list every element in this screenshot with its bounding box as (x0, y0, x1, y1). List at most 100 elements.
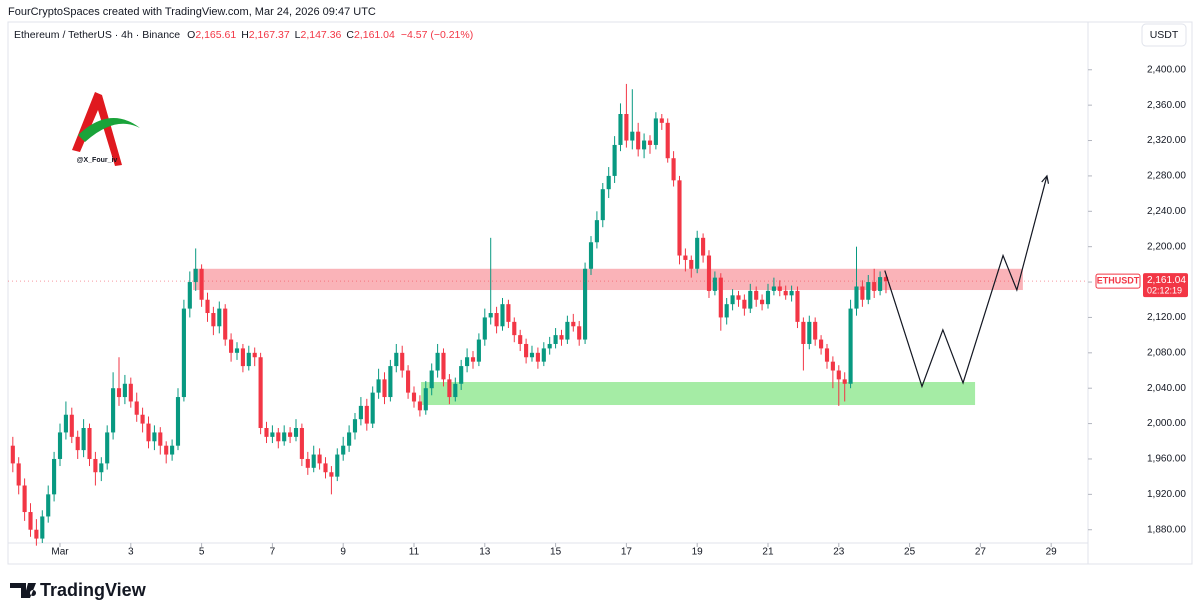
candle-body (46, 494, 51, 517)
chart-frame (7, 21, 1193, 565)
candle-body (134, 401, 139, 415)
candle-body (323, 463, 328, 473)
logo-swoosh (78, 118, 140, 142)
candle-body (234, 348, 240, 353)
y-tick-label: 2,080.00 (1147, 347, 1186, 358)
candle-body (57, 432, 63, 459)
candle-body (553, 335, 558, 344)
candle-body (724, 304, 729, 318)
candle-body (659, 118, 664, 123)
ohlc-legend: Ethereum / TetherUS · 4h · Binance O2,165… (14, 29, 473, 41)
candle-body (52, 458, 57, 495)
legend-key: H (241, 29, 249, 41)
tv-icon (10, 583, 37, 598)
y-tick-label: 2,360.00 (1147, 100, 1186, 111)
candle-body (199, 268, 204, 300)
candle-body (612, 144, 617, 176)
candle-body (116, 388, 122, 398)
candle-body (276, 432, 281, 442)
legend-key: O (187, 29, 195, 41)
x-tick-label: Mar (51, 547, 69, 558)
candle-body (571, 321, 576, 327)
x-tick-label: 3 (128, 547, 134, 558)
candle-body (824, 348, 830, 362)
candle-body (701, 237, 706, 256)
candle-body (16, 463, 21, 486)
candle-body (754, 290, 759, 300)
candle-body (500, 304, 505, 327)
price-zone (193, 268, 1023, 291)
candle-body (653, 118, 658, 145)
candle-body (565, 321, 570, 340)
candle-body (99, 463, 104, 473)
candle-body (777, 286, 782, 291)
currency[interactable]: USDT (1150, 29, 1179, 41)
candle-body (382, 379, 387, 398)
legend-change: −4.57 (−0.21%) (401, 29, 473, 41)
x-tick-label: 15 (550, 547, 562, 558)
candle-body (736, 295, 741, 300)
watermark-logo: @X_Four_iv (72, 92, 140, 166)
x-tick-label: 29 (1046, 547, 1058, 558)
candle-body (400, 352, 405, 371)
candle-body (624, 113, 629, 141)
candle-body (240, 348, 245, 367)
price-tag (1143, 273, 1188, 298)
candle-body (187, 282, 192, 309)
candle-body (417, 401, 422, 411)
footer: TradingView (40, 580, 147, 600)
x-tick-label: 19 (692, 547, 704, 558)
candle-body (105, 432, 110, 464)
candle-body (600, 189, 605, 221)
candle-body (411, 392, 417, 402)
x-tick-label: 17 (621, 547, 633, 558)
candle-body (535, 352, 540, 362)
candle-body (541, 348, 546, 362)
x-tick-label: 25 (904, 547, 916, 558)
candle-body (329, 472, 334, 477)
candle-body (488, 313, 493, 318)
candle-body (63, 414, 68, 433)
candle-body (559, 335, 564, 340)
candle-body (760, 299, 765, 305)
candle-body (170, 445, 175, 455)
candle-body (512, 321, 517, 336)
candle-body (288, 432, 293, 437)
candle-body (181, 308, 186, 398)
candle-body (642, 140, 647, 150)
candle-body (813, 321, 818, 340)
candle-body (765, 290, 771, 305)
candle-body (388, 366, 393, 398)
header: FourCryptoSpaces created with TradingVie… (8, 6, 376, 18)
candle-body (795, 290, 800, 322)
candle-body (789, 290, 794, 296)
candle-body (630, 131, 635, 141)
candle-body (671, 158, 676, 181)
currency-button[interactable] (1141, 23, 1187, 47)
candle-body (866, 282, 871, 300)
candle-body (712, 277, 717, 291)
candle-body (529, 352, 535, 358)
candle-body (341, 445, 346, 455)
y-tick-label: 2,120.00 (1147, 312, 1186, 323)
candle-body (81, 428, 86, 451)
candle-body (22, 485, 27, 513)
candle-body (547, 343, 552, 349)
legend-key: C (346, 29, 354, 41)
candle-body (93, 458, 98, 473)
candle-body (677, 180, 682, 256)
y-tick-label: 1,880.00 (1147, 524, 1186, 535)
candle-body (706, 255, 712, 291)
candle-body (665, 122, 670, 159)
x-tick-label: 23 (833, 547, 845, 558)
candle-body (317, 454, 322, 464)
symbol: Ethereum / TetherUS · 4h · Binance (14, 29, 180, 41)
countdown: 02:12:19 (1147, 286, 1182, 296)
candle-body (193, 268, 198, 283)
candle-body (689, 259, 694, 269)
candle-body (771, 286, 776, 291)
candle-body (146, 423, 151, 442)
plot: 1,880.00 1,920.00 1,960.00 2,000.00 2,040.00… (8, 64, 1188, 558)
candle-body (618, 113, 623, 145)
